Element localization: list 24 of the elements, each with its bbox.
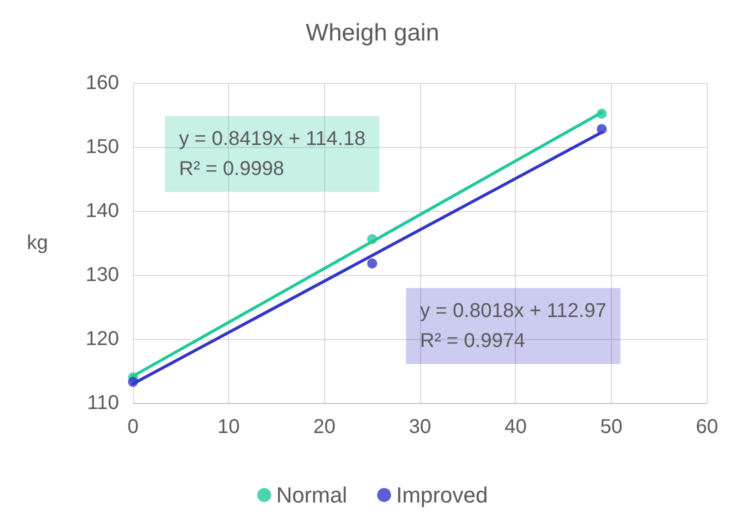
point xyxy=(128,376,138,387)
point xyxy=(596,124,607,134)
legend-label: Normal xyxy=(276,482,348,508)
annotation: y = 0.8018x + 112.97 R² = 0.9974 xyxy=(420,300,606,352)
y-tick-label: 130 xyxy=(86,264,119,286)
point xyxy=(367,258,378,268)
point xyxy=(596,108,607,119)
y-axis-title: kg xyxy=(26,232,48,254)
point xyxy=(367,234,378,244)
y-tick-label: 160 xyxy=(86,72,119,94)
x-tick-label: 40 xyxy=(504,416,527,438)
y-tick-label: 110 xyxy=(87,392,119,414)
x-tick-label: 60 xyxy=(696,416,718,438)
y-tick-label: 150 xyxy=(86,136,119,158)
x-tick-label: 30 xyxy=(408,416,432,438)
y-tick-label: 140 xyxy=(86,200,119,222)
x-tick-label: 0 xyxy=(127,416,139,438)
x-tick-label: 50 xyxy=(600,416,622,438)
y-tick-label: 120 xyxy=(86,328,119,350)
annotation: y = 0.8419x + 114.18 R² = 0.9998 xyxy=(179,128,366,180)
chart-title: Wheigh gain xyxy=(306,20,440,46)
x-tick-label: 10 xyxy=(218,416,240,438)
x-tick-label: 20 xyxy=(313,416,336,438)
legend-label: Improved xyxy=(396,482,488,508)
